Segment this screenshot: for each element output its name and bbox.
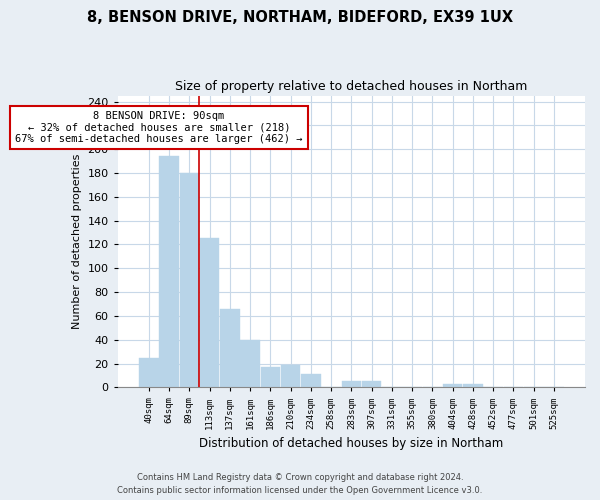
- Bar: [362, 382, 382, 388]
- Bar: [179, 173, 199, 388]
- Bar: [240, 340, 260, 388]
- Y-axis label: Number of detached properties: Number of detached properties: [72, 154, 82, 329]
- Bar: [139, 358, 158, 388]
- Bar: [301, 374, 320, 388]
- Text: Contains HM Land Registry data © Crown copyright and database right 2024.
Contai: Contains HM Land Registry data © Crown c…: [118, 474, 482, 495]
- Title: Size of property relative to detached houses in Northam: Size of property relative to detached ho…: [175, 80, 527, 93]
- Text: 8 BENSON DRIVE: 90sqm
← 32% of detached houses are smaller (218)
67% of semi-det: 8 BENSON DRIVE: 90sqm ← 32% of detached …: [15, 111, 302, 144]
- Bar: [463, 384, 483, 388]
- Bar: [341, 382, 361, 388]
- X-axis label: Distribution of detached houses by size in Northam: Distribution of detached houses by size …: [199, 437, 503, 450]
- Bar: [200, 238, 220, 388]
- Bar: [281, 365, 301, 388]
- Bar: [159, 156, 179, 388]
- Bar: [220, 309, 239, 388]
- Bar: [260, 367, 280, 388]
- Bar: [443, 384, 463, 388]
- Text: 8, BENSON DRIVE, NORTHAM, BIDEFORD, EX39 1UX: 8, BENSON DRIVE, NORTHAM, BIDEFORD, EX39…: [87, 10, 513, 25]
